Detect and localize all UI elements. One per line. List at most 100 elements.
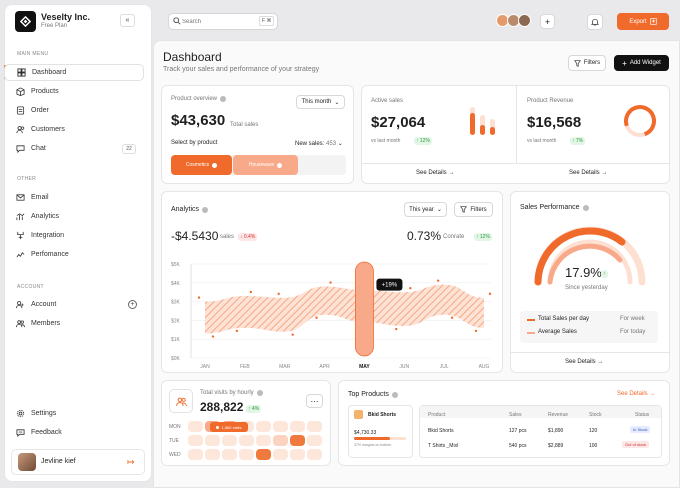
info-icon <box>582 204 589 211</box>
analytics-period-select[interactable]: This year ⌄ <box>404 202 447 217</box>
heatmap-cell[interactable] <box>273 421 288 432</box>
row2-stock: 100 <box>589 443 598 449</box>
add-account-icon[interactable]: + <box>128 300 137 309</box>
overview-amount-label: Total sales <box>230 122 259 128</box>
search-input[interactable] <box>182 16 242 27</box>
heatmap-cell[interactable] <box>239 435 254 446</box>
chevron-down-icon: ⌄ <box>337 141 343 147</box>
top-products-title: Top Products <box>348 391 398 398</box>
active-sales-details-link[interactable]: See Details → <box>416 170 454 176</box>
row2-revenue: $2,889 <box>548 443 564 449</box>
filters-button[interactable]: Filters <box>568 55 606 71</box>
heatmap-cell[interactable] <box>239 449 254 460</box>
heatmap-cell[interactable] <box>205 435 220 446</box>
performance-title: Sales Performance <box>520 204 589 211</box>
data-point <box>211 335 215 338</box>
avatar[interactable] <box>518 14 531 27</box>
heatmap-cell[interactable] <box>307 435 322 446</box>
sidebar-item-performance[interactable]: Perfomance <box>4 246 144 263</box>
sidebar-item-email[interactable]: Email <box>4 189 144 206</box>
users-icon <box>16 126 25 134</box>
sidebar-item-label: Chat <box>31 145 46 152</box>
heatmap-cell[interactable] <box>222 449 237 460</box>
divider <box>361 163 670 164</box>
notification-button[interactable] <box>587 14 603 30</box>
collapse-icon[interactable]: « <box>120 14 135 27</box>
add-member-button[interactable]: + <box>540 14 555 29</box>
sales-revenue-card <box>361 85 670 184</box>
sidebar-item-feedback[interactable]: Feedback <box>4 424 144 441</box>
performance-title-text: Sales Performance <box>520 204 580 211</box>
heatmap-cell[interactable] <box>256 421 271 432</box>
sidebar-item-order[interactable]: Order <box>4 102 144 119</box>
heatmap-cell[interactable] <box>188 421 203 432</box>
day-label-wed: WED <box>169 452 181 458</box>
highlight-bar[interactable] <box>355 261 374 357</box>
sidebar-item-settings[interactable]: Settings <box>4 405 144 422</box>
info-icon <box>220 96 227 102</box>
data-point <box>474 329 478 333</box>
new-sales-value: 453 <box>326 141 337 147</box>
status-badge: In Stock <box>630 426 651 433</box>
tag-cosmetics[interactable]: Cosmetics <box>171 155 232 175</box>
search-icon <box>173 17 181 25</box>
analytics-filters-button[interactable]: Filters <box>454 202 493 217</box>
heatmap-cell[interactable] <box>188 449 203 460</box>
bell-icon <box>591 18 599 26</box>
sidebar-item-members[interactable]: Members <box>4 315 144 332</box>
legend-average-label: Average Sales <box>538 329 577 335</box>
revenue-details-link[interactable]: See Details → <box>569 170 607 176</box>
sidebar-item-products[interactable]: Products <box>4 83 144 100</box>
legend-line-total <box>527 319 535 321</box>
performance-label: Since yesterday <box>565 285 608 291</box>
sidebar-item-account[interactable]: Account <box>4 296 144 313</box>
brand-logo[interactable] <box>15 11 36 32</box>
sidebar-item-analytics[interactable]: Analytics <box>4 208 144 225</box>
period-select[interactable]: This month ⌄ <box>296 95 345 109</box>
heatmap-cell[interactable] <box>290 435 305 446</box>
data-point <box>277 292 280 296</box>
heatmap-cell[interactable] <box>205 449 220 460</box>
sidebar-item-dashboard[interactable]: Dashboard <box>4 64 144 81</box>
top-products-details-link[interactable]: See Details → <box>617 391 655 397</box>
account-icon <box>16 301 24 309</box>
arrow-right-icon: → <box>597 359 604 365</box>
heatmap-cell[interactable] <box>256 449 271 460</box>
sidebar-item-label: Analytics <box>31 213 60 220</box>
col-product: Product <box>428 412 446 418</box>
tag-cosmetics-label: Cosmetics <box>185 162 210 168</box>
product-thumb <box>354 410 363 419</box>
arrow-right-icon: → <box>649 391 656 397</box>
logout-icon[interactable]: ↦ <box>127 457 135 467</box>
export-button[interactable]: Export <box>617 13 669 30</box>
heatmap-cell[interactable] <box>222 435 237 446</box>
heatmap-cell[interactable] <box>273 449 288 460</box>
filter-icon <box>460 206 468 213</box>
row1-product: Bkid Shorts <box>428 428 454 434</box>
more-options-button[interactable]: ⋯ <box>306 394 323 408</box>
analytics-change-conrate: ↑ 12% <box>474 233 492 241</box>
sidebar-item-integration[interactable]: Integration <box>4 227 144 244</box>
heatmap-cell[interactable] <box>290 421 305 432</box>
sidebar-item-label: Account <box>31 301 57 308</box>
sidebar-item-chat[interactable]: Chat <box>4 140 144 157</box>
heatmap-cell[interactable] <box>307 449 322 460</box>
heatmap-cell[interactable] <box>256 435 271 446</box>
col-status: Status <box>635 412 650 418</box>
heatmap-cell[interactable] <box>273 435 288 446</box>
heatmap-cell[interactable] <box>188 435 203 446</box>
data-point <box>395 327 398 331</box>
row1-sales: 127 pcs <box>509 428 527 434</box>
heatmap-cell[interactable] <box>307 421 322 432</box>
heatmap-cell[interactable] <box>290 449 305 460</box>
performance-details-link[interactable]: See Details → <box>565 359 603 365</box>
sidebar-item-label: Customers <box>31 126 65 133</box>
mail-icon <box>16 194 25 201</box>
sidebar-item-label: Perfomance <box>31 251 69 258</box>
box-icon <box>16 87 25 96</box>
tag-houseware[interactable]: Houseware <box>233 155 298 175</box>
add-widget-button[interactable]: + Add Widget <box>614 55 669 71</box>
sidebar-item-customers[interactable]: Customers <box>4 121 144 138</box>
filters-label: Filters <box>583 60 601 66</box>
overview-title: Product overview <box>171 96 227 102</box>
